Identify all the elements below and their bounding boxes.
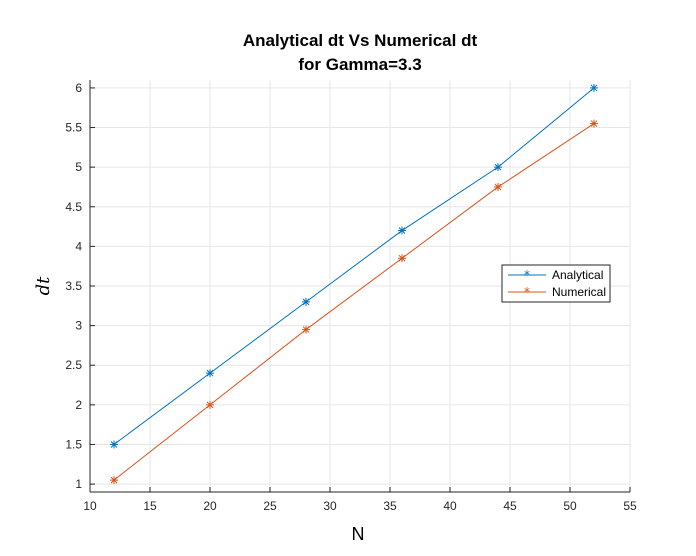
data-point-numerical [398,254,406,263]
x-tick-label: 30 [323,499,337,513]
y-tick-label: 1.5 [65,437,82,451]
x-tick-label: 10 [83,499,97,513]
y-tick-label: 1 [75,477,82,491]
x-tick-label: 35 [383,499,397,513]
data-point-analytical [494,163,502,172]
x-tick-label: 15 [143,499,157,513]
legend-label-analytical: Analytical [552,268,603,282]
data-point-analytical [398,226,406,235]
x-tick-label: 50 [563,499,577,513]
grid [89,80,631,492]
axes: 10 15 20 25 30 35 40 45 50 55 1 1.5 2 2.5 3 3.5 4 4.5 5 5.5… [65,80,637,513]
y-tick-label: 5.5 [65,121,82,135]
series-group [110,83,598,485]
legend: * Analytical * Numerical [501,264,611,303]
data-point-numerical [206,400,214,409]
data-point-numerical [590,119,598,128]
data-point-numerical [302,325,310,334]
series-line-analytical [113,87,595,445]
y-tick-label: 2 [75,398,82,412]
y-tick-label: 3.5 [65,279,82,293]
y-tick-label: 5 [75,160,82,174]
x-tick-label: 45 [503,499,517,513]
y-axis-label: dt [33,276,54,296]
chart-title-line-1: Analytical dt Vs Numerical dt [243,31,478,50]
y-tick-label: 3 [75,319,82,333]
legend-marker-analytical: * [524,268,530,282]
x-tick-label: 55 [623,499,637,513]
series-line-numerical [113,123,595,481]
y-tick-label: 4 [75,239,82,253]
data-point-analytical [590,83,598,92]
x-tick-label: 40 [443,499,457,513]
data-point-numerical [494,182,502,191]
chart-title-line-2: for Gamma=3.3 [298,55,421,74]
legend-label-numerical: Numerical [552,285,606,299]
y-tick-label: 4.5 [65,200,82,214]
legend-marker-numerical: * [524,285,530,299]
x-tick-label: 20 [203,499,217,513]
legend-box [501,264,611,303]
y-tick-label: 6 [75,81,82,95]
data-point-analytical [206,369,214,378]
data-point-analytical [302,297,310,306]
x-tick-label: 25 [263,499,277,513]
y-tick-label: 2.5 [65,358,82,372]
x-axis-label: N [352,524,365,544]
data-point-numerical [110,476,118,485]
data-point-analytical [110,440,118,449]
